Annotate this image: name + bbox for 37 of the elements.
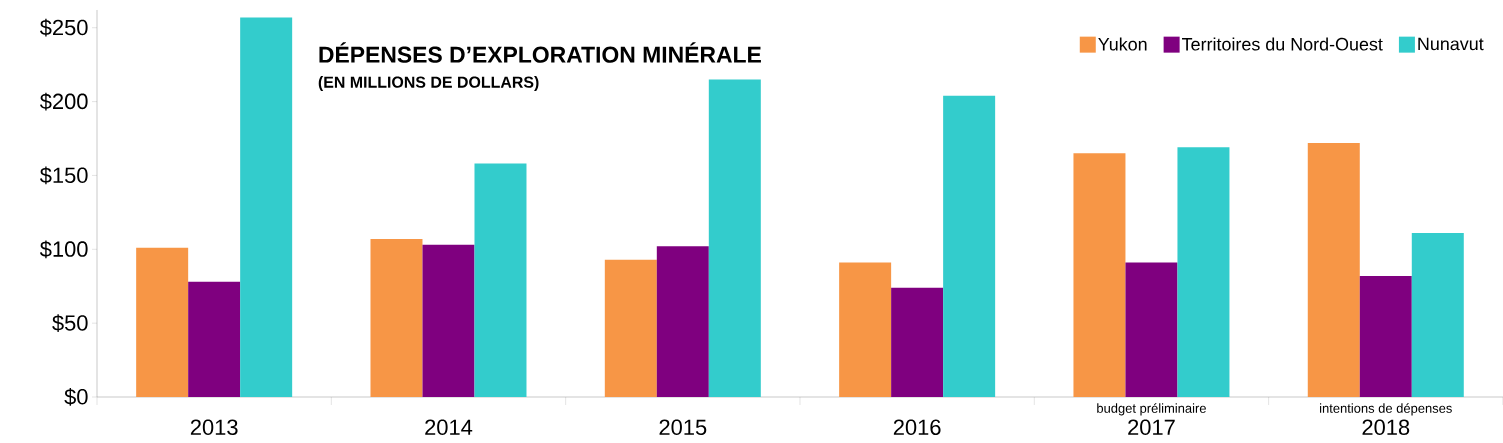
legend-label: Yukon xyxy=(1098,37,1147,51)
bar xyxy=(422,244,475,397)
bar xyxy=(240,17,293,397)
y-tick-label: $100 xyxy=(39,240,88,259)
bar xyxy=(474,163,527,397)
text: budget préliminaire xyxy=(1097,403,1206,416)
y-tick-label: $150 xyxy=(39,166,88,185)
legend-label: Nunavut xyxy=(1418,37,1484,51)
x-tick-label: 2014 xyxy=(425,419,473,436)
bar xyxy=(1073,153,1126,397)
text: DÉPENSES D’EXPLORATION MINÉRALE xyxy=(319,42,761,63)
text: intentions de dépenses xyxy=(1320,403,1452,416)
bar xyxy=(604,259,657,397)
bar xyxy=(656,246,709,397)
x-tick-label: 2013 xyxy=(190,419,238,436)
bar xyxy=(1177,147,1230,397)
bar xyxy=(839,262,892,397)
bar xyxy=(708,79,761,397)
x-tick-label: 2015 xyxy=(659,419,707,436)
bar xyxy=(1307,142,1360,397)
bar xyxy=(188,281,241,397)
bar xyxy=(1125,262,1178,397)
y-tick-label: $200 xyxy=(39,92,88,111)
bar xyxy=(1411,233,1464,397)
bar xyxy=(891,287,944,397)
x-tick-label: 2017 xyxy=(1128,419,1175,436)
x-tick-label: 2018 xyxy=(1362,419,1410,436)
x-tick-label: 2016 xyxy=(893,419,941,436)
y-tick-label: $50 xyxy=(52,314,88,333)
bar xyxy=(943,95,996,397)
legend-label: Territoires du Nord-Ouest xyxy=(1182,37,1383,51)
y-tick-label: $0 xyxy=(64,388,88,406)
y-tick-label: $250 xyxy=(39,18,88,37)
bar xyxy=(136,247,189,397)
bar xyxy=(370,238,423,397)
text: (EN MILLIONS DE DOLLARS) xyxy=(318,76,539,91)
bar xyxy=(1359,275,1412,397)
